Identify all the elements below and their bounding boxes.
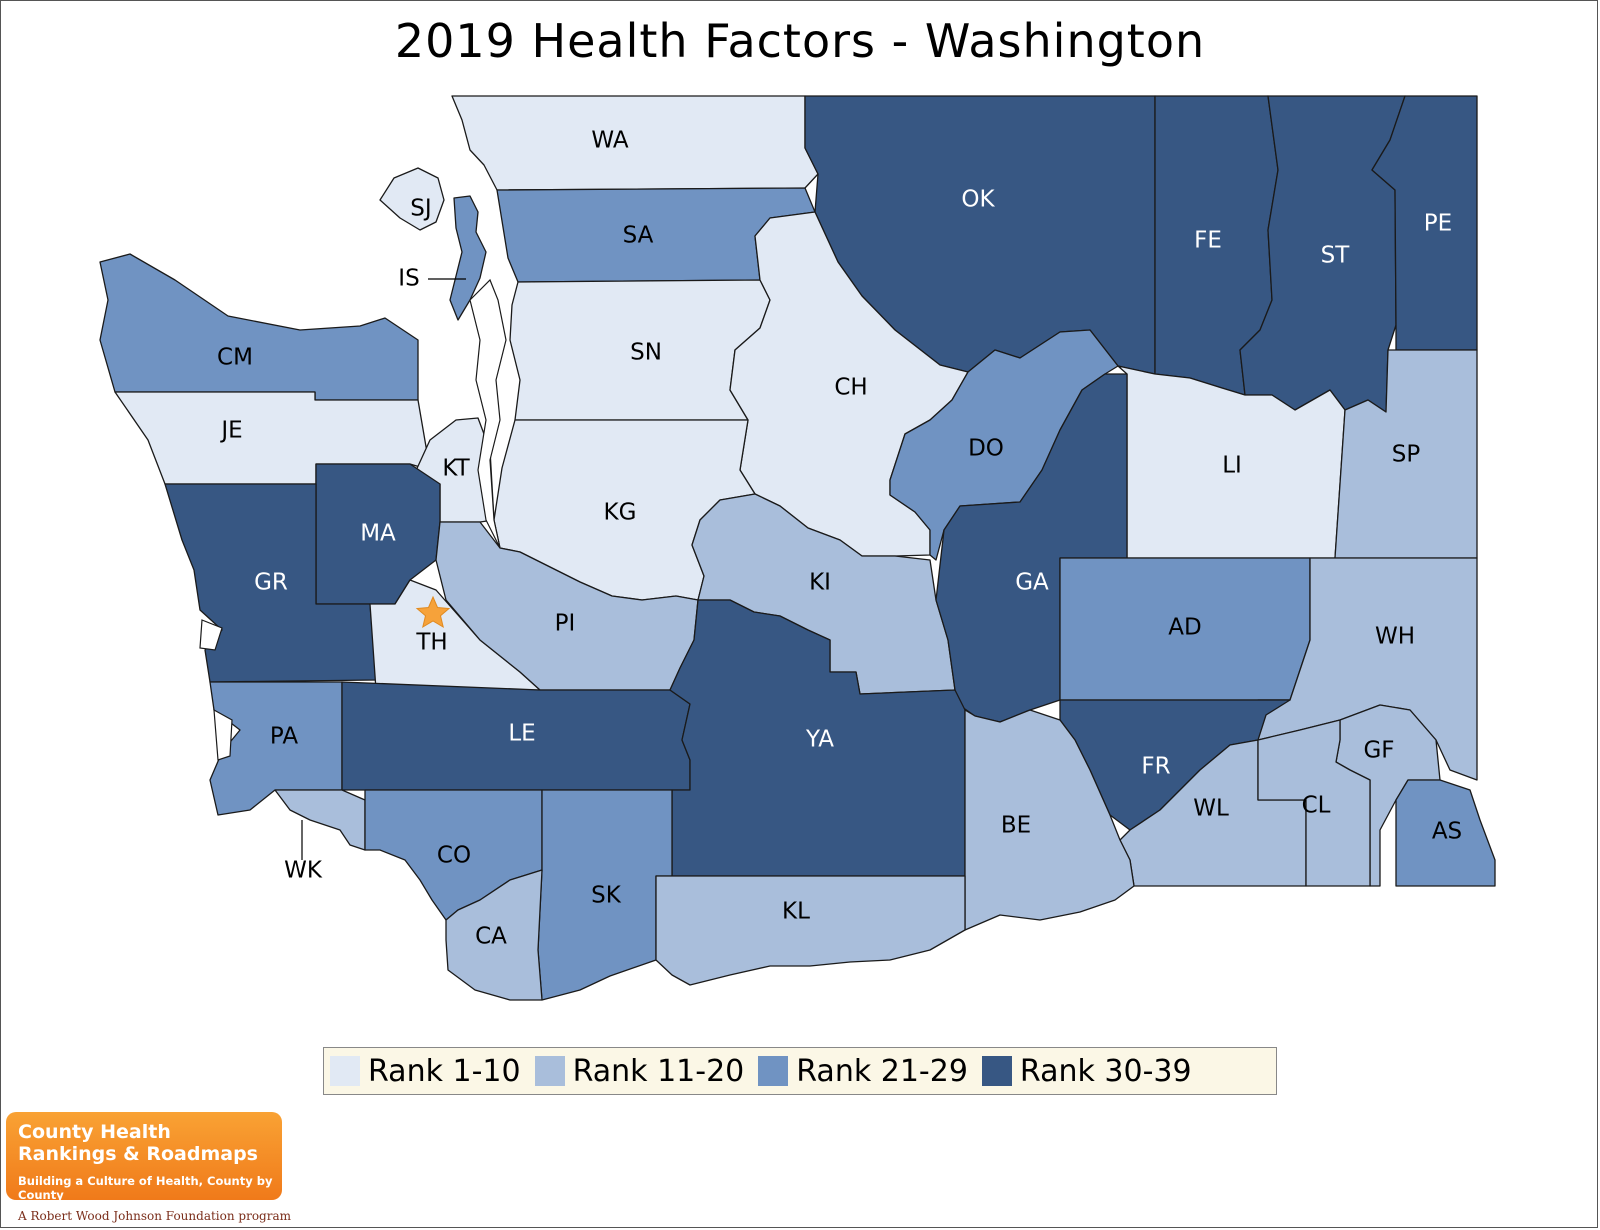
county-label-as: AS xyxy=(1432,819,1462,845)
map-title: 2019 Health Factors - Washington xyxy=(394,14,1206,68)
county-label-sj: SJ xyxy=(410,196,431,222)
county-label-sn: SN xyxy=(630,340,662,366)
county-label-ca: CA xyxy=(475,924,507,950)
puget-sound-water xyxy=(469,278,507,549)
county-label-je: JE xyxy=(219,418,242,444)
county-label-sp: SP xyxy=(1392,442,1421,468)
county-label-pe: PE xyxy=(1424,211,1452,237)
willapa-bay-water xyxy=(213,708,233,761)
county-label-sk: SK xyxy=(591,883,622,909)
legend-label-4: Rank 30-39 xyxy=(1019,1053,1192,1089)
county-label-ga: GA xyxy=(1015,570,1049,596)
county-label-is: IS xyxy=(398,266,419,292)
county-label-le: LE xyxy=(508,721,535,747)
county-label-kt: KT xyxy=(442,456,470,482)
county-BE xyxy=(964,709,1135,931)
legend-item-1: Rank 1-10 xyxy=(330,1054,521,1089)
county-GR xyxy=(164,483,377,683)
county-SJ xyxy=(379,167,445,231)
county-label-wk: WK xyxy=(284,858,323,884)
county-WK xyxy=(274,789,366,851)
county-PE xyxy=(1371,95,1478,351)
county-label-ma: MA xyxy=(360,521,396,547)
county-label-th: TH xyxy=(415,630,447,656)
county-label-do: DO xyxy=(968,436,1004,462)
legend-swatch-4 xyxy=(981,1056,1012,1086)
county-KL xyxy=(655,875,966,986)
county-label-wh: WH xyxy=(1375,624,1415,650)
legend-swatch-3 xyxy=(758,1056,789,1086)
logo-tagline: Building a Culture of Health, County by … xyxy=(18,1174,273,1202)
legend-label-1: Rank 1-10 xyxy=(368,1053,521,1089)
rwjf-program-text: A Robert Wood Johnson Foundation program xyxy=(18,1209,291,1223)
legend-item-2: Rank 11-20 xyxy=(534,1053,745,1089)
county-label-co: CO xyxy=(437,843,471,869)
county-label-gf: GF xyxy=(1363,738,1394,764)
county-CL xyxy=(1257,719,1371,887)
legend-swatch-2 xyxy=(534,1056,565,1086)
county-label-ya: YA xyxy=(805,727,834,753)
county-label-wl: WL xyxy=(1193,796,1229,822)
county-label-wa: WA xyxy=(591,128,628,154)
county-label-ad: AD xyxy=(1168,615,1201,641)
county-label-st: ST xyxy=(1321,243,1351,269)
county-label-fe: FE xyxy=(1194,228,1222,254)
legend-swatch-1 xyxy=(330,1056,360,1086)
legend-item-3: Rank 21-29 xyxy=(758,1054,968,1089)
county-label-sa: SA xyxy=(623,223,654,249)
county-label-cm: CM xyxy=(217,345,253,371)
county-label-be: BE xyxy=(1001,813,1031,839)
county-label-kl: KL xyxy=(782,899,810,925)
county-label-ch: CH xyxy=(834,375,867,401)
legend-label-2: Rank 11-20 xyxy=(572,1053,745,1089)
legend: Rank 1-10 Rank 11-20 Rank 21-29 Rank 30-… xyxy=(323,1047,1277,1095)
chrr-logo: County Health Rankings & Roadmaps Buildi… xyxy=(6,1112,282,1202)
county-AS xyxy=(1395,779,1496,887)
county-label-cl: CL xyxy=(1302,793,1331,819)
county-label-ki: KI xyxy=(809,570,831,596)
legend-item-4: Rank 30-39 xyxy=(981,1053,1192,1089)
county-label-pi: PI xyxy=(555,611,576,637)
county-label-kg: KG xyxy=(604,500,637,526)
county-label-gr: GR xyxy=(254,570,288,596)
capital-star-icon xyxy=(415,595,451,629)
county-CA xyxy=(445,869,543,1001)
county-WA xyxy=(451,95,819,191)
county-label-ok: OK xyxy=(961,187,995,213)
legend-label-3: Rank 21-29 xyxy=(796,1053,968,1089)
county-label-li: LI xyxy=(1222,453,1242,479)
county-label-fr: FR xyxy=(1141,754,1170,780)
logo-line-1: County Health xyxy=(18,1121,171,1143)
county-label-pa: PA xyxy=(270,724,298,750)
grays-harbor-water xyxy=(199,619,223,651)
logo-line-2: Rankings & Roadmaps xyxy=(18,1143,258,1165)
county-CM xyxy=(99,253,419,401)
county-CH xyxy=(729,211,969,557)
